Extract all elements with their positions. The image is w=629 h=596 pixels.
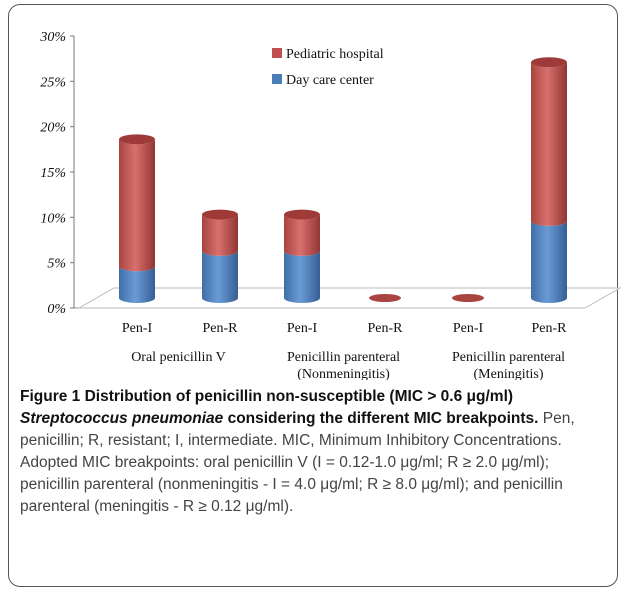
legend-swatch [272, 74, 282, 84]
y-tick-label: 30% [39, 30, 66, 45]
y-tick-label: 15% [40, 166, 66, 181]
x-group-label: Oral penicillin V [131, 350, 226, 365]
x-group-sublabel: (Meningitis) [474, 367, 544, 380]
y-tick-label: 25% [40, 75, 66, 90]
bar-cap [531, 57, 567, 68]
legend-label: Day care center [286, 73, 374, 88]
bar-segment-pediatric-hospital [202, 214, 238, 256]
figure-caption: Figure 1 Distribution of penicillin non-… [20, 386, 610, 518]
bar-zero-disc [369, 294, 401, 302]
caption-organism: Streptococcus pneumoniae [20, 410, 224, 427]
x-group-label: Penicillin parenteral [452, 350, 565, 365]
bar-segment-day-care [119, 266, 155, 303]
bar-2 [284, 209, 320, 303]
x-category-label: Pen-I [122, 321, 153, 336]
bar-segment-day-care [531, 220, 567, 303]
bar-cap [284, 209, 320, 220]
x-group-sublabel: (Nonmeningitis) [297, 367, 390, 380]
x-group-label: Penicillin parenteral [287, 350, 400, 365]
bar-segment-pediatric-hospital [119, 139, 155, 272]
y-tick-label: 10% [40, 211, 66, 226]
bar-cap [119, 134, 155, 145]
bar-segment-pediatric-hospital [284, 214, 320, 256]
caption-title: Figure 1 Distribution of penicillin non-… [20, 388, 514, 405]
caption-body: Pen, penicillin; R, resistant; I, interm… [20, 410, 575, 515]
legend-swatch [272, 48, 282, 58]
x-category-label: Pen-R [203, 321, 239, 336]
x-category-label: Pen-R [368, 321, 404, 336]
x-category-label: Pen-R [532, 321, 568, 336]
y-tick-label: 20% [40, 121, 66, 136]
bar-segment-day-care [284, 250, 320, 303]
y-tick-label: 0% [47, 302, 66, 317]
bar-segment-pediatric-hospital [531, 62, 567, 226]
bar-4 [452, 294, 484, 302]
bar-1 [202, 209, 238, 303]
bar-5 [531, 57, 567, 303]
legend-label: Pediatric hospital [286, 47, 384, 62]
caption-title-end: considering the different MIC breakpoint… [223, 410, 539, 427]
category-labels: Pen-I Pen-R Pen-I Pen-R Pen-I Pen-R Oral penic… [122, 321, 567, 380]
legend: Pediatric hospital Day care center [272, 47, 384, 88]
bar-3 [369, 294, 401, 302]
y-tick-label: 5% [47, 257, 66, 272]
x-category-label: Pen-I [287, 321, 318, 336]
bar-cap [202, 209, 238, 220]
bars [119, 57, 567, 303]
stacked-bar-chart: 0% 5% 10% 15% 20% 25% 30% Pen-I Pen-R Pen-I Pen-R… [39, 30, 622, 380]
bar-0 [119, 134, 155, 303]
bar-zero-disc [452, 294, 484, 302]
bar-segment-day-care [202, 250, 238, 303]
x-category-label: Pen-I [453, 321, 484, 336]
